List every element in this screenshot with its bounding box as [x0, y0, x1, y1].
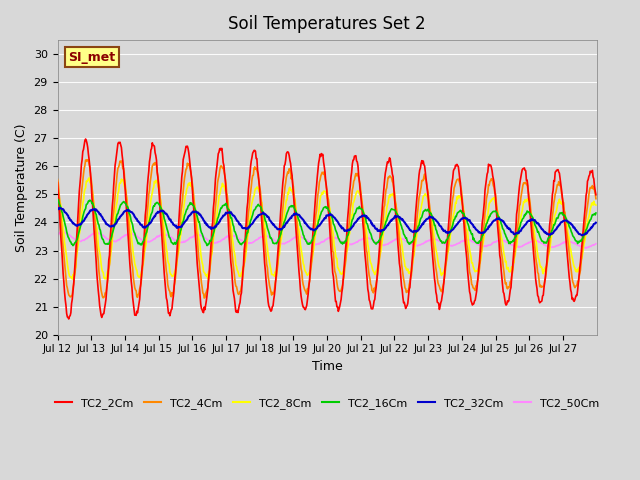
- Y-axis label: Soil Temperature (C): Soil Temperature (C): [15, 123, 28, 252]
- Title: Soil Temperatures Set 2: Soil Temperatures Set 2: [228, 15, 426, 33]
- Legend: TC2_2Cm, TC2_4Cm, TC2_8Cm, TC2_16Cm, TC2_32Cm, TC2_50Cm: TC2_2Cm, TC2_4Cm, TC2_8Cm, TC2_16Cm, TC2…: [51, 393, 604, 413]
- X-axis label: Time: Time: [312, 360, 342, 373]
- Text: SI_met: SI_met: [68, 51, 115, 64]
